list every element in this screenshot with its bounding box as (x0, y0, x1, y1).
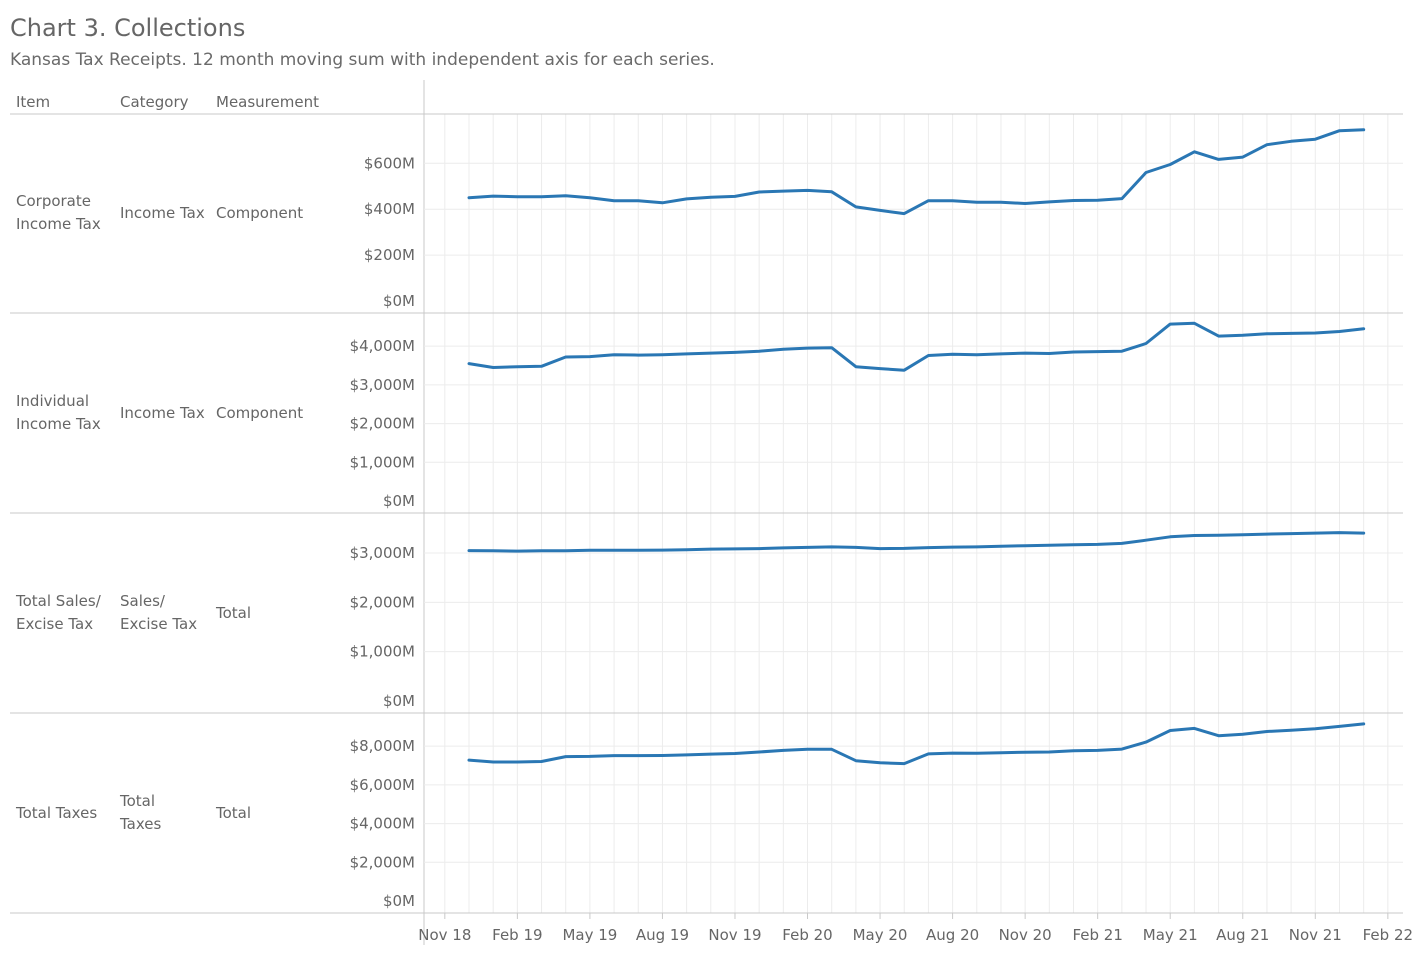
header-category: Category (120, 93, 189, 111)
header-measurement: Measurement (216, 93, 319, 111)
row-item: Individual Income Tax (16, 392, 101, 433)
chart-title: Chart 3. Collections (10, 14, 246, 42)
series-line (467, 128, 1366, 216)
row-item: Corporate Income Tax (16, 192, 101, 233)
x-tick-label: Feb 22 (1363, 926, 1413, 944)
row-item: Total Sales/ Excise Tax (16, 592, 101, 633)
x-tick-label: May 19 (562, 926, 617, 944)
x-tick-label: May 20 (853, 926, 908, 944)
y-tick-label: $6,000M (350, 776, 415, 794)
x-tick-label: Feb 19 (492, 926, 542, 944)
header-item: Item (16, 93, 51, 111)
row-category: Income Tax (120, 404, 205, 422)
series-line (467, 722, 1366, 766)
y-tick-label: $8,000M (350, 737, 415, 755)
y-tick-label: $4,000M (350, 337, 415, 355)
row-item: Total Taxes (16, 804, 98, 822)
y-tick-label: $1,000M (350, 643, 415, 661)
x-tick-label: Feb 21 (1072, 926, 1122, 944)
row-measurement: Component (216, 404, 304, 422)
y-tick-label: $200M (364, 246, 415, 264)
x-tick-label: Aug 19 (636, 926, 689, 944)
x-tick-label: Nov 21 (1289, 926, 1342, 944)
series-line (467, 321, 1366, 372)
x-tick-label: Nov 19 (708, 926, 761, 944)
y-tick-label: $1,000M (350, 453, 415, 471)
y-tick-label: $3,000M (350, 376, 415, 394)
y-tick-label: $600M (364, 154, 415, 172)
y-tick-label: $0M (383, 492, 415, 510)
row-measurement: Total (216, 604, 252, 622)
x-tick-label: May 21 (1143, 926, 1198, 944)
chart-subtitle: Kansas Tax Receipts. 12 month moving sum… (10, 50, 715, 70)
row-category: Sales/ Excise Tax (120, 592, 198, 633)
row-measurement: Total (216, 804, 252, 822)
x-tick-label: Nov 20 (999, 926, 1052, 944)
x-tick-label: Feb 20 (782, 926, 832, 944)
y-tick-label: $3,000M (350, 544, 415, 562)
y-tick-label: $4,000M (350, 815, 415, 833)
y-tick-label: $2,000M (350, 853, 415, 871)
y-tick-label: $2,000M (350, 593, 415, 611)
row-measurement: Component (216, 204, 304, 222)
x-tick-label: Aug 21 (1216, 926, 1269, 944)
y-tick-label: $0M (383, 292, 415, 310)
y-tick-label: $0M (383, 892, 415, 910)
y-tick-label: $2,000M (350, 415, 415, 433)
series-line (467, 531, 1366, 553)
x-tick-label: Nov 18 (418, 926, 471, 944)
row-category: Total Taxes (120, 792, 162, 833)
y-tick-label: $400M (364, 200, 415, 218)
x-tick-label: Aug 20 (926, 926, 979, 944)
y-tick-label: $0M (383, 692, 415, 710)
row-category: Income Tax (120, 204, 205, 222)
